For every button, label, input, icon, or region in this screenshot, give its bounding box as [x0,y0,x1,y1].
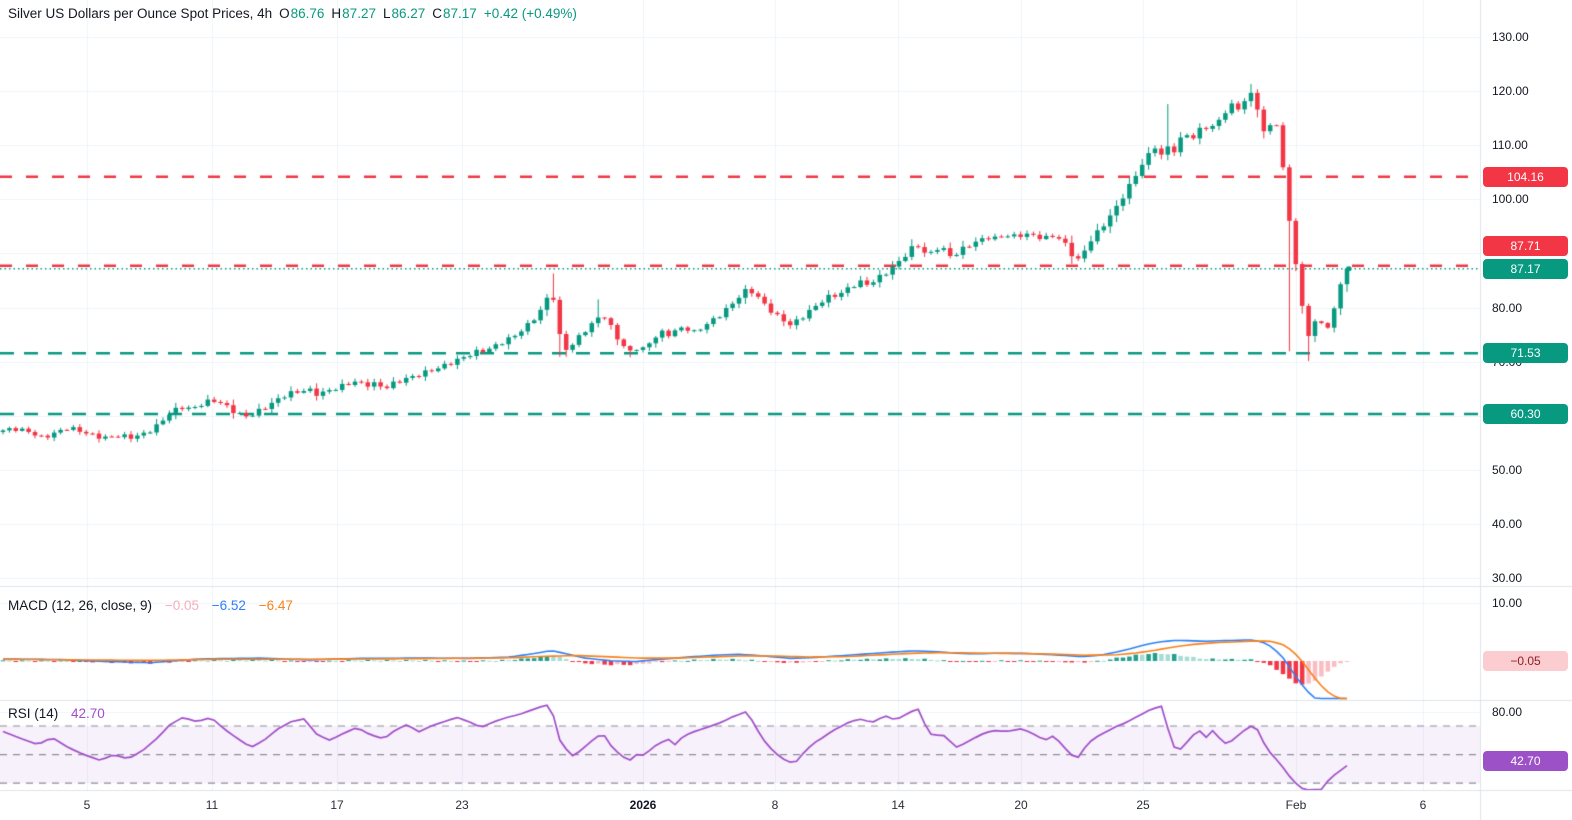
rsi-legend: RSI (14) 42.70 [8,706,105,721]
ohlc-H: H87.27 [331,6,376,21]
series-title[interactable]: Silver US Dollars per Ounce Spot Prices,… [8,6,273,21]
price-axis-label-120: 120.00 [1492,84,1529,99]
macd-line-value: −6.52 [211,598,246,613]
time-axis-label-6: 6 [1419,798,1427,812]
ohlc-values: O86.76 H87.27 L86.27 C87.17 [279,6,484,21]
axis-badge-87.71: 87.71 [1483,236,1568,256]
time-axis-label-14: 14 [891,798,905,812]
ohlc-C: C87.17 [432,6,477,21]
ohlc-O: O86.76 [279,6,325,21]
time-axis-label-23: 23 [455,798,469,812]
price-axis-label-130: 130.00 [1492,30,1529,44]
time-axis-label-5: 5 [83,798,91,812]
axis-badge-104.16: 104.16 [1483,166,1568,187]
macd-signal-value: −6.47 [258,598,293,613]
time-axis-label-11: 11 [205,798,219,812]
price-axis-label-30: 30.00 [1492,571,1523,585]
price-legend: Silver US Dollars per Ounce Spot Prices,… [8,6,584,21]
change-value: +0.42 (+0.49%) [483,6,577,21]
rsi-label[interactable]: RSI (14) [8,706,59,721]
axis-badge-87.17: 87.17 [1483,258,1568,279]
axis-badge-42.70: 42.70 [1483,751,1568,771]
ohlc-L: L86.27 [382,6,426,21]
price-axis-label-80: 80.00 [1492,300,1523,315]
price-axis-label-50: 50.00 [1492,462,1523,477]
axis-badge-71.53: 71.53 [1483,343,1568,364]
price-axis-label-100: 100.00 [1492,192,1529,207]
time-axis-label-17: 17 [330,798,344,812]
rsi-value: 42.70 [71,706,105,721]
macd-label[interactable]: MACD (12, 26, close, 9) [8,598,153,613]
macd-histogram-value: −0.05 [164,598,199,613]
rsi-axis-label-80: 80.00 [1492,704,1523,719]
macd-legend: MACD (12, 26, close, 9) −0.05 −6.52 −6.4… [8,598,293,613]
macd-axis-label-10: 10.00 [1492,596,1523,610]
time-axis-label-8: 8 [771,798,779,812]
time-axis-label-2026: 2026 [629,798,657,812]
axis-badge-0.05: −0.05 [1483,651,1568,672]
price-axis-label-40: 40.00 [1492,516,1523,531]
time-axis-label-feb: Feb [1285,798,1307,812]
time-axis-label-25: 25 [1136,798,1150,812]
axis-badge-60.30: 60.30 [1483,404,1568,425]
price-axis-label-110: 110.00 [1492,138,1528,153]
time-axis-label-20: 20 [1014,798,1028,812]
